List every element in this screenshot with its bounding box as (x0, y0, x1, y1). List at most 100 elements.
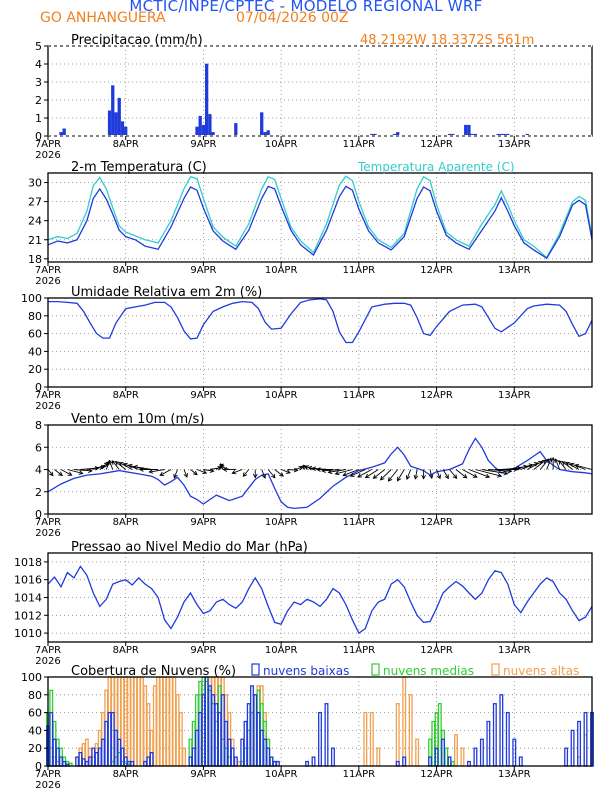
wind-arrowhead (316, 467, 321, 472)
coords-label: 48.2192W 18.3372S 561m (360, 33, 534, 48)
bar-precip (62, 128, 66, 137)
wind-arrowhead (327, 469, 333, 475)
wind-vector (539, 458, 549, 470)
wind-vector (86, 466, 105, 470)
panel-frame (47, 172, 593, 263)
bar-nuvens-baixas (266, 747, 271, 767)
bar-nuvens-altas (237, 760, 242, 767)
y-tick-label: 60 (28, 707, 42, 720)
panel-title: Vento em 10m (m/s) (71, 412, 204, 427)
bar-precip (205, 63, 209, 137)
wind-arrowhead (311, 466, 317, 471)
bar-nuvens-baixas (230, 747, 235, 767)
wind-arrowhead (304, 465, 309, 470)
wind-vector (99, 461, 110, 470)
bar-precip (208, 114, 212, 137)
x-tick-label: 9APR (190, 139, 216, 150)
wind-vector (335, 469, 353, 475)
bar-nuvens-baixas (395, 760, 400, 767)
wind-arrowhead (405, 475, 411, 481)
x-tick-label: 11APR (343, 390, 376, 401)
wind-vector (488, 469, 512, 472)
bar-nuvens-baixas (505, 711, 510, 767)
bar-nuvens-baixas (250, 685, 254, 767)
bar-nuvens-altas (169, 676, 174, 767)
bar-nuvens-baixas (84, 760, 89, 767)
bar-nuvens-baixas (583, 711, 588, 767)
wind-arrowhead (242, 472, 248, 477)
bar-nuvens-baixas (146, 756, 151, 767)
wind-vector (436, 469, 441, 479)
bar-nuvens-baixas (224, 720, 229, 767)
series-line (47, 175, 593, 259)
series-line (47, 185, 593, 260)
wind-vector (60, 469, 72, 476)
wind-arrowhead (261, 473, 266, 479)
y-tick-label: 4 (35, 464, 42, 477)
wind-vector (328, 469, 346, 473)
wind-arrowhead (279, 472, 284, 477)
bar-nuvens-baixas (104, 720, 109, 767)
bar-nuvens-baixas (253, 694, 258, 767)
bar-nuvens-baixas (324, 703, 329, 767)
wind-vector (570, 463, 586, 470)
x-tick-label: 12APR (420, 265, 453, 276)
panel-title: Cobertura de Nuvens (%) (71, 664, 236, 679)
legend-apparent-temp: Temperatura Aparente (C) (357, 160, 515, 174)
wind-arrowhead (421, 474, 426, 480)
wind-arrowhead (270, 473, 276, 479)
x-tick-label: 9APR (190, 517, 216, 528)
panel-frame (47, 297, 593, 388)
wind-arrowhead (202, 469, 208, 475)
legend-swatch (491, 663, 500, 676)
bar-nuvens-baixas (207, 685, 212, 767)
wind-arrowhead (472, 473, 478, 478)
wind-arrowhead (285, 469, 291, 474)
bar-nuvens-altas (376, 747, 381, 767)
bar-nuvens-baixas (518, 756, 523, 767)
wind-vector (73, 469, 92, 472)
wind-vector (203, 469, 214, 472)
wind-arrowhead (219, 465, 225, 470)
bar-nuvens-altas (172, 676, 177, 767)
wind-vector (115, 461, 126, 470)
y-tick-label: 40 (28, 345, 42, 358)
x-tick-label: 8APR (113, 265, 139, 276)
bar-nuvens-altas (162, 676, 167, 767)
panel-4: 0 2 4 6 8 7APR 8APR 9APR 10APR 11APR 12APR 13APR 202… (35, 412, 593, 539)
panel-frame (47, 45, 593, 137)
wind-arrowhead (372, 474, 378, 479)
legend-swatch (371, 663, 380, 676)
bar-nuvens-altas (152, 685, 157, 767)
bar-nuvens-baixas (49, 711, 54, 767)
y-tick-label: 5 (35, 40, 42, 53)
bar-nuvens-baixas (577, 720, 582, 767)
x-tick-label: 10APR (265, 645, 298, 656)
bar-precip (198, 115, 202, 137)
bar-nuvens-baixas (311, 756, 316, 767)
wind-arrowhead (183, 472, 188, 478)
x-tick-label: 10APR (265, 769, 298, 780)
bar-nuvens-baixas (428, 756, 433, 767)
x-tick-label: 7APR (35, 265, 61, 276)
y-tick-label: 1014 (14, 592, 42, 605)
legend-swatch (251, 663, 260, 676)
wind-vector (475, 469, 502, 477)
wind-arrowhead (569, 462, 575, 468)
wind-vector (196, 469, 207, 474)
wind-vector (414, 469, 418, 479)
y-tick-label: 30 (28, 177, 42, 190)
x-tick-label: 10APR (265, 265, 298, 276)
wind-arrowhead (558, 459, 563, 465)
bar-nuvens-baixas (75, 756, 80, 767)
bar-nuvens-baixas (214, 703, 219, 767)
bar-nuvens-baixas (107, 711, 112, 767)
bar-nuvens-baixas (211, 694, 216, 767)
x-tick-label: 8APR (113, 645, 139, 656)
bar-nuvens-baixas (262, 738, 267, 767)
x-tick-label: 11APR (343, 769, 376, 780)
bar-nuvens-baixas (305, 760, 310, 767)
wind-vector (280, 469, 291, 474)
bar-precip (124, 126, 128, 137)
panel-2: 18 21 24 27 30 7APR 8APR 9APR 10APR 11APR 12APR 13A… (28, 160, 593, 287)
